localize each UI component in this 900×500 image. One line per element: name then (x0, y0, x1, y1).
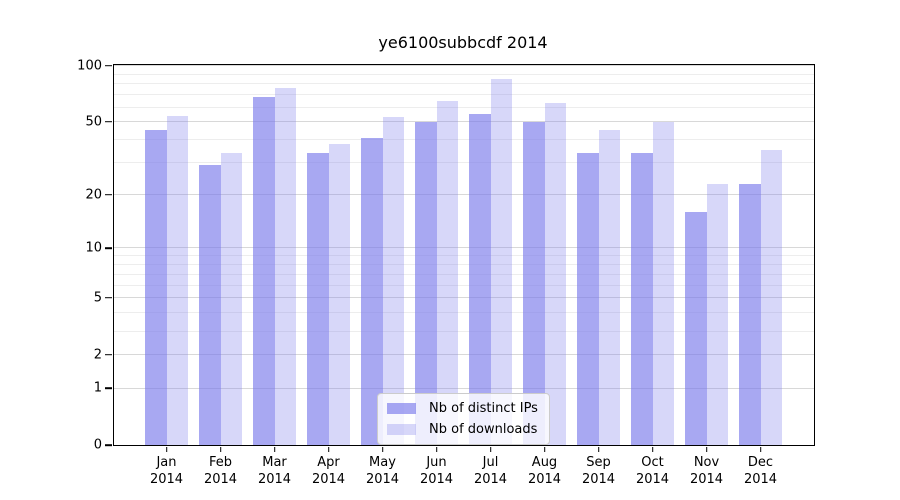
y-tick-20 (105, 193, 112, 196)
x-tick-label-mar: Mar 2014 (257, 455, 292, 487)
gridline-20 (114, 194, 814, 196)
bars-layer (114, 65, 814, 445)
y-tick-2 (105, 353, 112, 356)
legend-swatch-distinct-ips (387, 403, 416, 414)
x-tick-label-feb: Feb 2014 (203, 455, 238, 487)
x-tick-label-jun: Jun 2014 (419, 455, 454, 487)
x-tick-jun (435, 446, 438, 453)
x-tick-nov (705, 446, 708, 453)
y-tick-label-10: 10 (85, 240, 102, 256)
legend-label-distinct-ips: Nb of distinct IPs (429, 401, 538, 416)
bar-distinct-ips-nov (685, 212, 707, 445)
y-tick-1 (105, 387, 112, 389)
gridline-3 (114, 330, 814, 332)
x-tick-may (381, 446, 384, 453)
x-tick-dec (759, 446, 762, 453)
x-tick-oct (651, 446, 654, 453)
bar-downloads-nov (706, 183, 728, 445)
gridline-50 (114, 121, 814, 123)
y-tick-label-20: 20 (85, 187, 102, 203)
x-tick-mar (273, 446, 276, 453)
legend-item-distinct-ips: Nb of distinct IPs (387, 401, 538, 416)
bar-downloads-jul (490, 78, 512, 445)
legend: Nb of distinct IPs Nb of downloads (377, 393, 550, 445)
y-tick-label-2: 2 (93, 347, 102, 363)
bar-distinct-ips-apr (307, 152, 329, 445)
bar-distinct-ips-dec (739, 183, 761, 445)
plot-area: 0 1 2 5 10 20 50 100 Jan 2014 Feb 2014 Mar 2014 Apr… (77, 58, 815, 487)
gridline-1 (114, 387, 814, 389)
x-tick-label-dec: Dec 2014 (743, 455, 778, 487)
x-tick-jul (489, 446, 492, 453)
x-tick-label-apr: Apr 2014 (311, 455, 346, 487)
y-tick-0 (105, 444, 112, 446)
bar-downloads-jun (436, 100, 458, 445)
gridline-5 (114, 297, 814, 299)
x-tick-label-jan: Jan 2014 (149, 455, 184, 487)
bar-distinct-ips-jan (145, 130, 167, 445)
x-tick-jan (165, 446, 168, 453)
gridline-8 (114, 263, 814, 265)
gridline-7 (114, 273, 814, 275)
legend-label-downloads: Nb of downloads (429, 422, 538, 437)
axis-ticks-layer: 0 1 2 5 10 20 50 100 Jan 2014 Feb 2014 Mar 2014 Apr… (77, 58, 814, 486)
y-tick-5 (105, 296, 112, 299)
bar-downloads-mar (274, 87, 296, 445)
gridline-6 (114, 284, 814, 286)
bar-distinct-ips-oct (631, 152, 653, 445)
gridline-100 (114, 65, 814, 67)
bar-distinct-ips-may (361, 137, 383, 445)
gridline-30 (114, 162, 814, 164)
x-tick-label-oct: Oct 2014 (635, 455, 670, 487)
x-tick-aug (543, 446, 546, 453)
bar-downloads-dec (760, 150, 782, 445)
bar-downloads-jan (166, 115, 188, 445)
y-tick-label-0: 0 (93, 437, 102, 453)
bar-downloads-may (382, 117, 404, 445)
bar-downloads-aug (544, 103, 566, 445)
gridline-4 (114, 312, 814, 314)
gridline-9 (114, 255, 814, 257)
x-tick-label-may: May 2014 (365, 455, 400, 487)
y-tick-100 (105, 64, 112, 67)
y-tick-label-5: 5 (93, 290, 102, 306)
x-tick-label-nov: Nov 2014 (689, 455, 724, 487)
gridlines-layer (114, 65, 814, 445)
y-tick-50 (105, 121, 112, 123)
x-tick-sep (597, 446, 600, 453)
bar-downloads-feb (220, 152, 242, 445)
gridline-90 (114, 73, 814, 75)
legend-item-downloads: Nb of downloads (387, 422, 538, 437)
gridline-60 (114, 106, 814, 108)
y-tick-10 (105, 247, 112, 249)
bar-downloads-apr (328, 143, 350, 445)
x-tick-label-sep: Sep 2014 (581, 455, 616, 487)
bar-downloads-oct (652, 121, 674, 445)
x-tick-apr (327, 446, 330, 453)
gridline-80 (114, 83, 814, 85)
gridline-40 (114, 139, 814, 141)
y-tick-label-1: 1 (93, 380, 102, 396)
legend-swatch-downloads (387, 424, 416, 435)
gridline-2 (114, 354, 814, 356)
y-tick-label-50: 50 (85, 114, 102, 130)
y-tick-label-100: 100 (77, 58, 102, 74)
bar-distinct-ips-jul (469, 114, 491, 445)
chart-title: ye6100subbcdf 2014 (378, 33, 548, 52)
gridline-70 (114, 94, 814, 96)
bar-distinct-ips-aug (523, 121, 545, 445)
x-tick-label-aug: Aug 2014 (527, 455, 562, 487)
x-tick-feb (219, 446, 222, 453)
gridline-10 (114, 247, 814, 249)
x-tick-label-jul: Jul 2014 (473, 455, 508, 487)
bar-distinct-ips-mar (253, 97, 275, 445)
bar-distinct-ips-feb (199, 165, 221, 445)
bar-downloads-sep (598, 130, 620, 445)
bar-distinct-ips-sep (577, 152, 599, 445)
bar-distinct-ips-jun (415, 121, 437, 445)
